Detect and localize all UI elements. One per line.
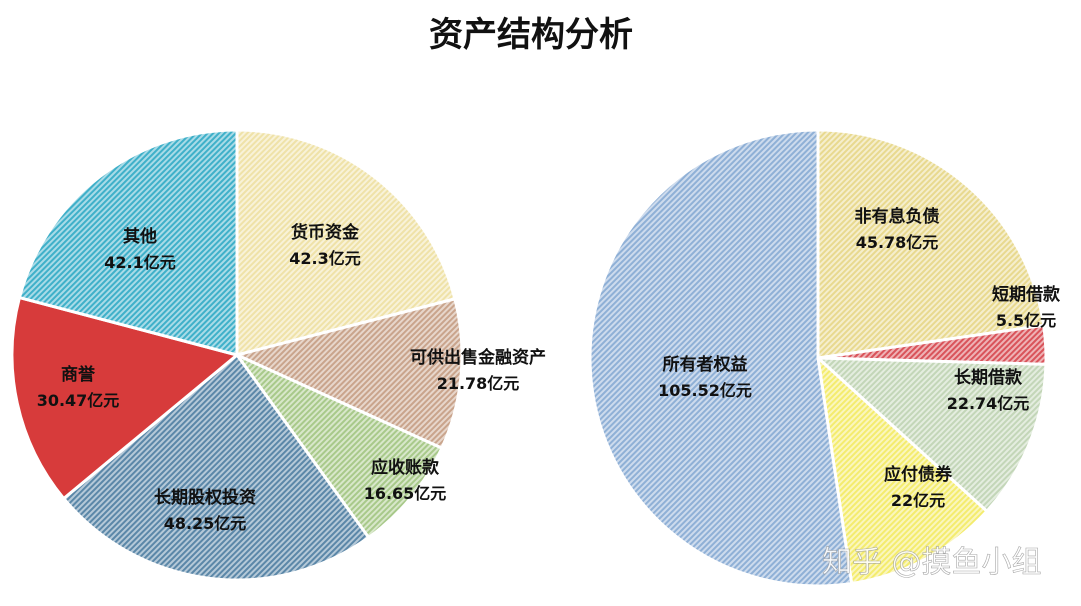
slice-label-value: 5.5亿元 bbox=[996, 311, 1056, 330]
slice-label-value: 22亿元 bbox=[891, 491, 945, 510]
slice-label-name: 长期股权投资 bbox=[154, 487, 256, 508]
slice-label-value: 45.78亿元 bbox=[856, 233, 939, 252]
pie-slice-6 bbox=[17, 128, 239, 357]
slice-label-name: 短期借款 bbox=[992, 284, 1061, 305]
slice-label-value: 22.74亿元 bbox=[947, 394, 1030, 413]
slice-label-name: 所有者权益 bbox=[663, 354, 748, 375]
pie-slice-1 bbox=[816, 128, 1046, 360]
slice-label-value: 42.1亿元 bbox=[104, 253, 175, 272]
pie-slice-3 bbox=[813, 356, 1048, 514]
slice-label-value: 16.65亿元 bbox=[364, 484, 447, 503]
watermark: 知乎 @摸鱼小组 bbox=[822, 545, 1042, 580]
pie-slice-4 bbox=[815, 354, 989, 586]
slice-label-name: 非有息负债 bbox=[855, 206, 940, 227]
slice-label-value: 42.3亿元 bbox=[289, 249, 360, 268]
chart-title: 资产结构分析 bbox=[429, 15, 633, 55]
pie-slice-2 bbox=[232, 297, 464, 451]
slice-label-name: 应付债券 bbox=[884, 464, 953, 485]
pie-slice-1 bbox=[235, 128, 457, 357]
slice-label-name: 长期借款 bbox=[954, 367, 1023, 388]
pie-slice-5 bbox=[588, 128, 854, 588]
slice-label-name: 可供出售金融资产 bbox=[410, 347, 546, 368]
pie-slice-5 bbox=[10, 295, 241, 501]
pie-slice-3 bbox=[232, 351, 444, 540]
slice-label-value: 21.78亿元 bbox=[437, 374, 520, 393]
slice-label-value: 105.52亿元 bbox=[658, 381, 752, 400]
slice-label-name: 商誉 bbox=[61, 364, 96, 385]
slice-label-name: 应收账款 bbox=[371, 457, 440, 478]
slice-label-name: 其他 bbox=[123, 226, 157, 247]
slice-label-value: 48.25亿元 bbox=[164, 514, 247, 533]
pie-slice-4 bbox=[61, 352, 371, 582]
slice-label-name: 货币资金 bbox=[291, 222, 360, 243]
slice-label-value: 30.47亿元 bbox=[37, 391, 120, 410]
